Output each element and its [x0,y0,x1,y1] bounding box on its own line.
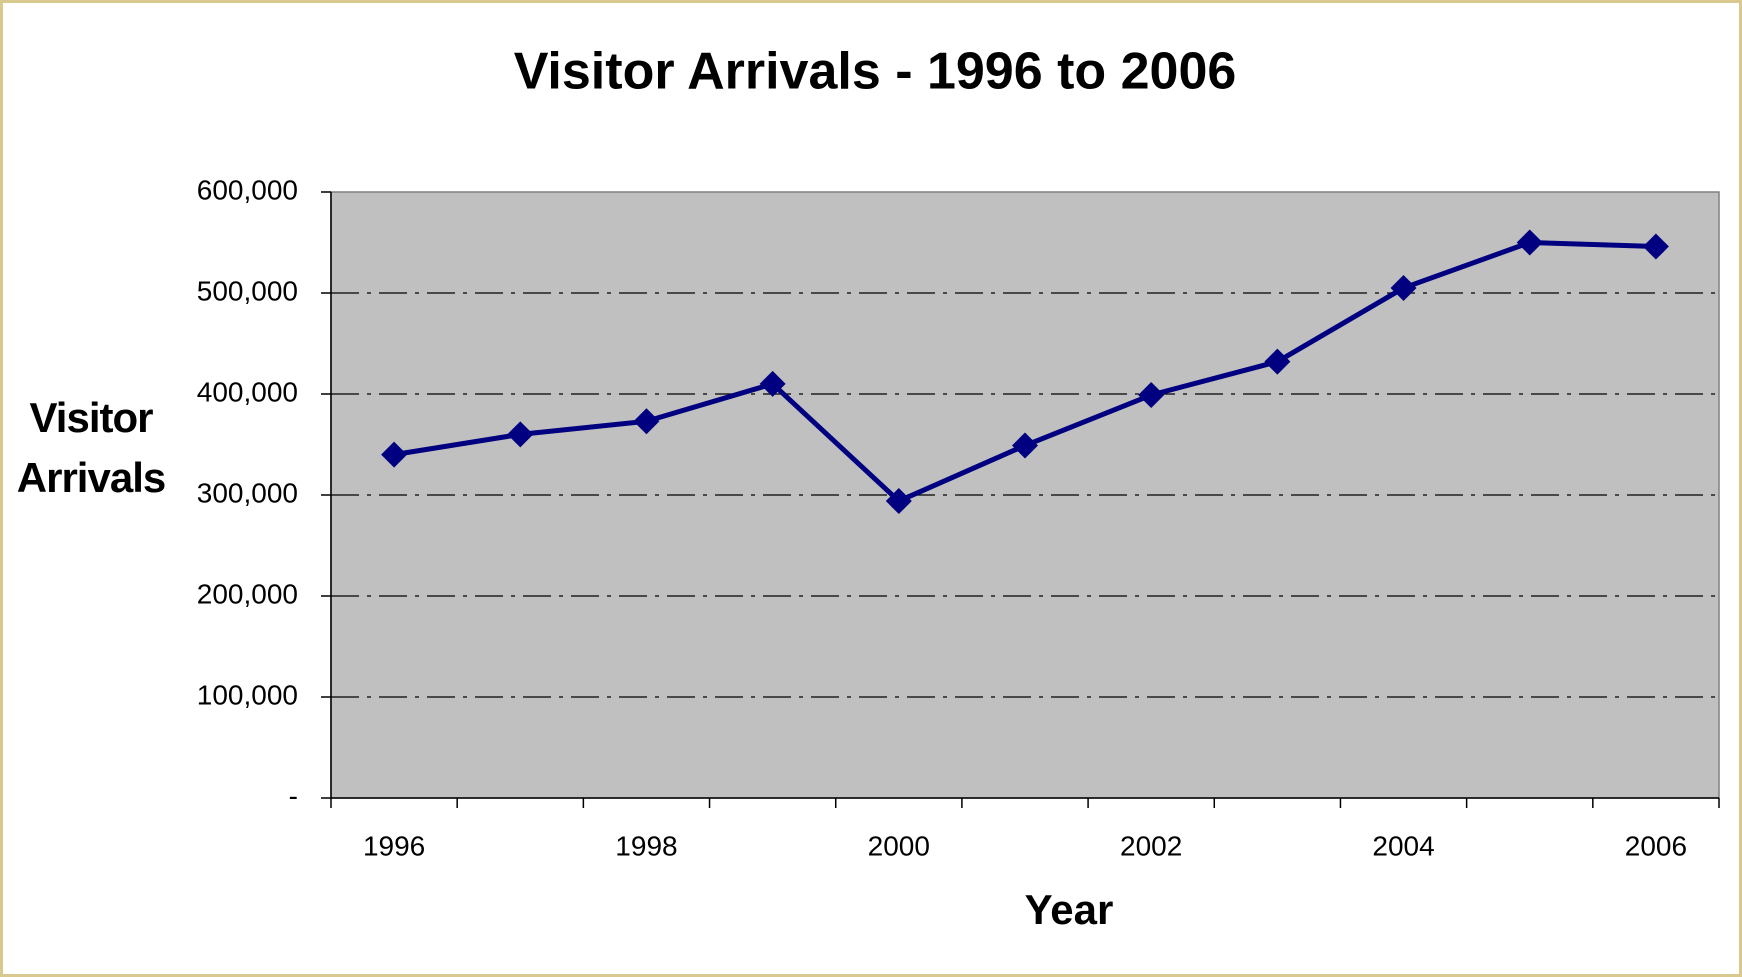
y-tick-label: 200,000 [197,578,298,609]
y-tick-label: 600,000 [197,174,298,205]
y-tick-label: 500,000 [197,275,298,306]
x-tick-label: 1998 [615,830,677,861]
data-point [759,370,786,397]
y-tick-label: 300,000 [197,477,298,508]
data-point [1138,382,1165,409]
chart-title: Visitor Arrivals - 1996 to 2006 [514,43,1237,101]
data-point [885,488,912,515]
y-tick-label: - [289,780,298,811]
x-tick-label: 2002 [1120,830,1182,861]
x-tick-label: 2006 [1625,830,1687,861]
data-point [1012,432,1038,459]
data-point [633,408,660,435]
y-tick-label: 100,000 [197,679,298,710]
data-point [1642,233,1669,260]
y-tick-label: 400,000 [197,376,298,407]
data-point [1516,229,1543,256]
x-tick-label: 2004 [1372,830,1434,861]
data-point [507,421,534,448]
x-axis-label: Year [1025,886,1114,933]
data-point [1264,348,1291,375]
y-axis-label: Visitor Arrivals [16,394,166,501]
x-tick-label: 1996 [363,830,425,861]
data-point [1390,274,1417,301]
x-tick-label: 2000 [868,830,930,861]
data-point [381,441,408,468]
